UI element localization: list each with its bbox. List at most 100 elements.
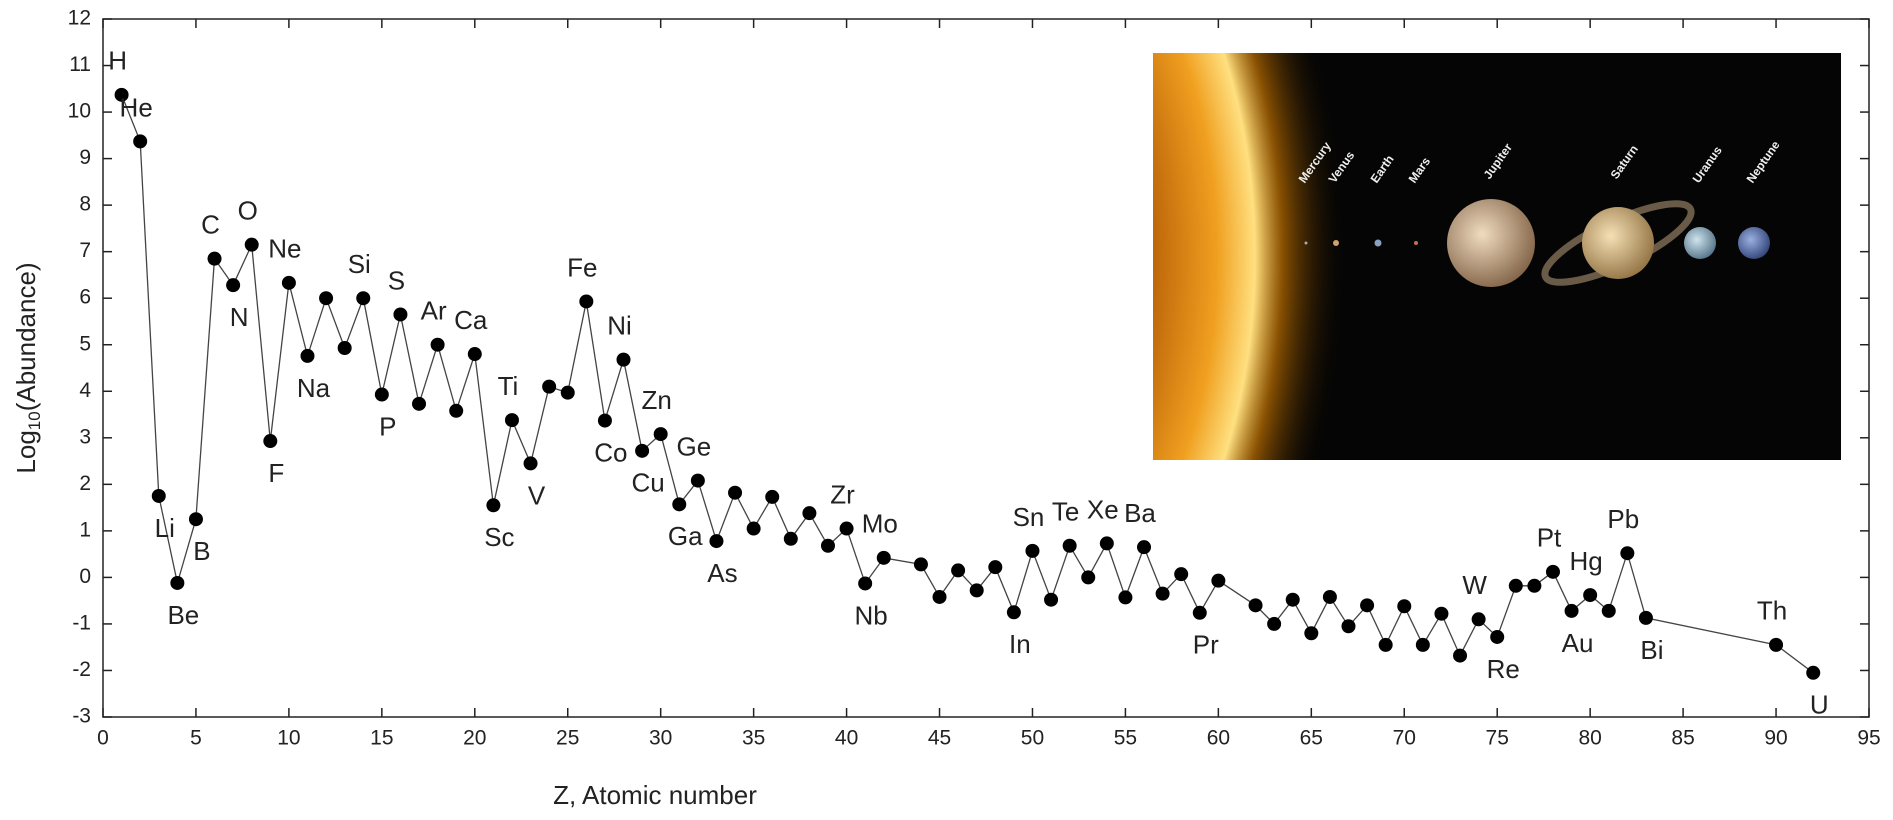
y-tick-label: 12 bbox=[68, 7, 91, 30]
x-tick-label: 35 bbox=[742, 727, 765, 750]
x-tick-label: 75 bbox=[1486, 727, 1509, 750]
data-point bbox=[1099, 536, 1114, 551]
element-label: Si bbox=[348, 249, 371, 279]
element-label: W bbox=[1462, 570, 1487, 600]
element-label: Sc bbox=[484, 522, 514, 552]
data-point bbox=[1248, 598, 1263, 613]
data-point bbox=[653, 427, 668, 442]
element-label: Te bbox=[1052, 497, 1079, 527]
data-point bbox=[374, 387, 389, 402]
data-point bbox=[412, 396, 427, 411]
data-point bbox=[1267, 616, 1282, 631]
y-tick-label: 2 bbox=[79, 472, 91, 495]
data-point bbox=[1806, 665, 1821, 680]
data-point bbox=[1620, 546, 1635, 561]
element-label: Th bbox=[1757, 596, 1787, 626]
element-label: Ge bbox=[677, 431, 712, 461]
data-point bbox=[263, 434, 278, 449]
data-point bbox=[1564, 603, 1579, 618]
y-tick-label: 1 bbox=[79, 518, 91, 541]
data-point bbox=[1025, 543, 1040, 558]
data-point bbox=[1583, 588, 1598, 603]
y-label-part: Log bbox=[11, 430, 41, 473]
data-point bbox=[1285, 592, 1300, 607]
element-label: O bbox=[238, 196, 258, 226]
element-label: Ti bbox=[498, 371, 519, 401]
element-label: In bbox=[1009, 629, 1031, 659]
element-label: F bbox=[268, 458, 284, 488]
x-tick-label: 65 bbox=[1300, 727, 1323, 750]
planet bbox=[1374, 239, 1382, 247]
x-tick-label: 45 bbox=[928, 727, 951, 750]
element-label: P bbox=[379, 411, 396, 441]
element-label: U bbox=[1810, 690, 1829, 720]
element-label: S bbox=[388, 265, 405, 295]
element-label: Pb bbox=[1607, 504, 1639, 534]
y-tick-label: 11 bbox=[69, 53, 91, 76]
data-point bbox=[839, 521, 854, 536]
element-label: B bbox=[193, 536, 210, 566]
data-point bbox=[579, 294, 594, 309]
y-tick-label: -2 bbox=[72, 658, 91, 681]
element-label: Ni bbox=[607, 310, 632, 340]
data-point bbox=[1304, 626, 1319, 641]
y-tick-label: 5 bbox=[79, 332, 91, 355]
data-point bbox=[1322, 589, 1337, 604]
y-tick-label: 4 bbox=[79, 379, 91, 402]
x-tick-label: 95 bbox=[1857, 727, 1880, 750]
element-label: H bbox=[108, 46, 127, 76]
data-point bbox=[1601, 603, 1616, 618]
data-point bbox=[746, 521, 761, 536]
y-tick-label: 8 bbox=[79, 193, 91, 216]
data-point bbox=[542, 379, 557, 394]
element-label: Nb bbox=[855, 600, 888, 630]
data-point bbox=[1006, 605, 1021, 620]
y-tick-label: -3 bbox=[72, 705, 91, 728]
data-point bbox=[467, 347, 482, 362]
data-point bbox=[226, 278, 241, 293]
data-point bbox=[913, 557, 928, 572]
sun bbox=[1153, 53, 1453, 460]
data-point bbox=[1545, 564, 1560, 579]
data-point bbox=[560, 385, 575, 400]
data-point bbox=[1211, 573, 1226, 588]
data-point bbox=[244, 237, 259, 252]
data-point bbox=[114, 87, 129, 102]
data-point bbox=[1434, 606, 1449, 621]
data-point bbox=[281, 275, 296, 290]
data-point bbox=[170, 575, 185, 590]
element-label: Na bbox=[297, 373, 331, 403]
data-point bbox=[151, 488, 166, 503]
data-point bbox=[337, 340, 352, 355]
x-tick-label: 30 bbox=[649, 727, 672, 750]
planet bbox=[1684, 227, 1716, 259]
data-point bbox=[783, 531, 798, 546]
planet bbox=[1414, 241, 1418, 245]
data-point bbox=[1137, 540, 1152, 555]
y-tick-label: -1 bbox=[72, 611, 91, 634]
data-point bbox=[709, 534, 724, 549]
data-point bbox=[300, 348, 315, 363]
data-point bbox=[1638, 610, 1653, 625]
x-tick-label: 15 bbox=[370, 727, 393, 750]
data-point bbox=[1471, 612, 1486, 627]
x-tick-label: 50 bbox=[1021, 727, 1044, 750]
element-label: Au bbox=[1562, 628, 1594, 658]
element-label: As bbox=[707, 558, 737, 588]
element-label: Bi bbox=[1640, 635, 1663, 665]
x-tick-label: 60 bbox=[1207, 727, 1230, 750]
x-tick-label: 20 bbox=[463, 727, 486, 750]
element-label: N bbox=[230, 302, 249, 332]
data-point bbox=[1062, 538, 1077, 553]
data-point bbox=[1490, 629, 1505, 644]
x-tick-label: 55 bbox=[1114, 727, 1137, 750]
data-point bbox=[1453, 648, 1468, 663]
x-tick-label: 70 bbox=[1393, 727, 1416, 750]
element-label: Ne bbox=[268, 234, 301, 264]
data-point bbox=[690, 473, 705, 488]
data-point bbox=[356, 291, 371, 306]
data-point bbox=[430, 337, 445, 352]
y-tick-label: 6 bbox=[79, 286, 91, 309]
element-label: Co bbox=[594, 437, 627, 467]
